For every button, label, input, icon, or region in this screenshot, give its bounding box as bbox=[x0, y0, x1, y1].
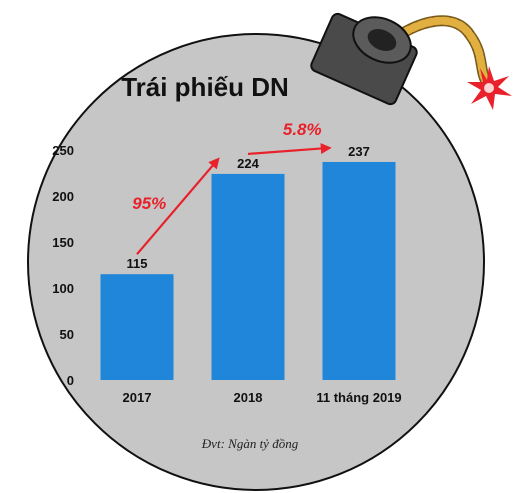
growth-label: 5.8% bbox=[283, 120, 322, 139]
fuse-icon bbox=[379, 15, 494, 91]
y-tick-label: 200 bbox=[52, 189, 74, 204]
bar bbox=[100, 274, 174, 380]
y-tick-label: 0 bbox=[67, 373, 74, 388]
growth-label: 95% bbox=[132, 194, 166, 213]
unit-note: Đvt: Ngàn tỷ đồng bbox=[201, 436, 299, 451]
bar bbox=[211, 173, 285, 380]
value-labels: 115 224 237 bbox=[127, 144, 370, 271]
bar-value-label: 224 bbox=[237, 156, 259, 171]
bar-value-label: 237 bbox=[348, 144, 370, 159]
bar-series bbox=[100, 161, 396, 380]
bomb-cap bbox=[310, 12, 418, 106]
x-tick-label: 2018 bbox=[234, 390, 263, 405]
y-tick-label: 100 bbox=[52, 281, 74, 296]
x-tick-label: 11 tháng 2019 bbox=[316, 390, 401, 405]
spark-icon bbox=[467, 66, 512, 110]
bar bbox=[322, 161, 396, 380]
chart-title: Trái phiếu DN bbox=[121, 72, 289, 102]
bar-value-label: 115 bbox=[127, 256, 148, 271]
x-tick-label: 2017 bbox=[123, 390, 152, 405]
growth-arrow bbox=[247, 143, 332, 156]
y-axis: 0 50 100 150 200 250 bbox=[52, 143, 74, 388]
y-tick-label: 250 bbox=[52, 143, 74, 158]
y-tick-label: 50 bbox=[60, 327, 74, 342]
growth-arrow bbox=[136, 157, 220, 255]
growth-annotations: 95% 5.8% bbox=[132, 120, 332, 255]
x-axis: 2017 2018 11 tháng 2019 bbox=[123, 390, 402, 405]
y-tick-label: 150 bbox=[52, 235, 74, 250]
